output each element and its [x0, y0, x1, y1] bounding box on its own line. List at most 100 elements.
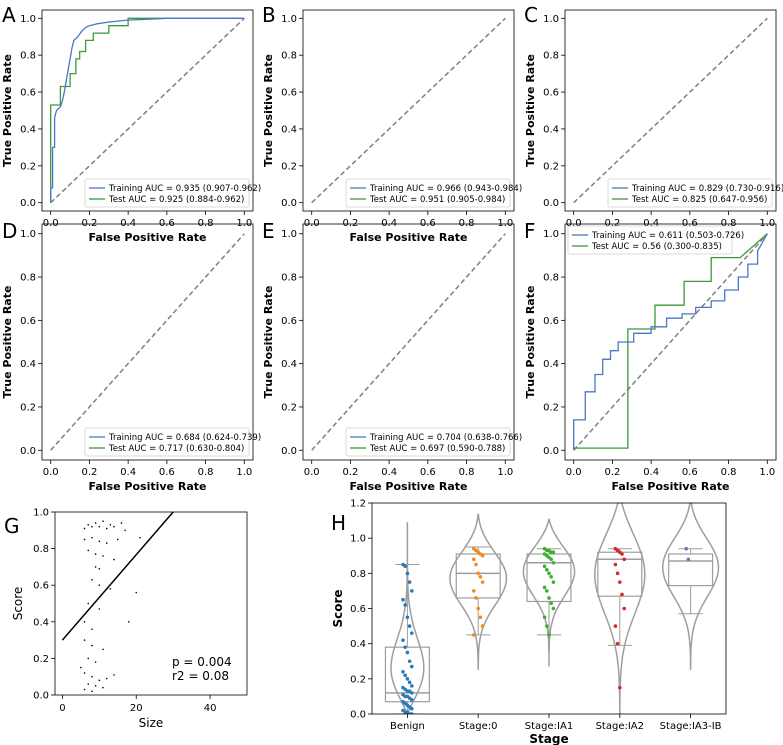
data-point — [474, 562, 478, 567]
y-tick-label: 0.8 — [543, 273, 559, 284]
y-tick-label: 0.0 — [350, 710, 366, 721]
legend-box — [84, 178, 250, 208]
data-point — [474, 596, 478, 600]
data-point — [618, 685, 622, 690]
scatter-point — [83, 688, 86, 691]
data-point — [401, 670, 405, 674]
box-1 — [455, 553, 501, 599]
legend-training-label: Training AUC = 0.966 (0.943-0.984) — [369, 184, 522, 194]
data-point — [542, 564, 547, 569]
scatter-point — [102, 555, 104, 557]
violin-2 — [522, 518, 576, 667]
category-label: Stage:IA3-IB — [660, 721, 722, 732]
data-point — [480, 624, 485, 628]
x-tick-label: 0.6 — [682, 467, 698, 478]
y-axis-label: True Positive Rate — [262, 54, 275, 167]
scatter-point — [102, 520, 104, 522]
roc-panel-e: 0.0 0.2 0.4 0.6 0.8 1.0 0.0 0.2 0.4 0.6 0.8 1.0 Fals… — [262, 219, 522, 493]
y-tick-label: 1.0 — [281, 229, 297, 240]
panel-letter: H — [331, 511, 346, 535]
data-point — [549, 557, 553, 562]
legend-training-label: Training AUC = 0.611 (0.503-0.726) — [591, 231, 744, 241]
y-tick-label: 0.6 — [33, 581, 49, 592]
data-point — [551, 606, 556, 611]
legend: Training AUC = 0.829 (0.730-0.916)Test A… — [607, 178, 783, 208]
data-point — [549, 575, 553, 579]
legend-test-label: Test AUC = 0.925 (0.884-0.962) — [108, 195, 244, 205]
y-tick-label: 1.0 — [350, 534, 366, 545]
x-axis-label: False Positive Rate — [89, 480, 207, 493]
panel-letter: G — [4, 514, 20, 538]
legend-test-label: Test AUC = 0.825 (0.647-0.956) — [631, 195, 767, 205]
legend-box — [345, 427, 511, 457]
x-tick-label: 0.4 — [120, 467, 136, 478]
legend: Training AUC = 0.966 (0.943-0.984)Test A… — [345, 178, 522, 208]
x-tick-label: 1.0 — [759, 467, 775, 478]
y-tick-label: 0.4 — [20, 124, 36, 135]
data-point — [622, 606, 626, 611]
x-tick-label: 0.2 — [81, 467, 97, 478]
data-point — [476, 606, 481, 611]
scatter-point — [94, 566, 97, 568]
x-axis-label: False Positive Rate — [350, 231, 468, 244]
x-tick-label: 0.4 — [643, 467, 659, 478]
scatter-point — [91, 628, 93, 630]
y-tick-label: 0.6 — [20, 88, 36, 99]
y-tick-label: 0.4 — [33, 617, 49, 628]
y-tick-label: 1.0 — [543, 229, 559, 240]
panel-letter: C — [524, 3, 538, 27]
legend-training-label: Training AUC = 0.684 (0.624-0.739) — [108, 433, 261, 443]
chance-line — [50, 17, 245, 204]
x-tick-label: 0.6 — [159, 467, 175, 478]
y-tick-label: 0.0 — [543, 446, 559, 457]
plot-area — [384, 503, 720, 714]
scatter-point — [139, 536, 141, 539]
y-tick-label: 1.0 — [20, 14, 36, 25]
legend: Training AUC = 0.704 (0.638-0.766)Test A… — [345, 427, 522, 457]
x-axis-label: False Positive Rate — [89, 231, 207, 244]
data-point — [407, 659, 412, 664]
data-point — [405, 677, 410, 681]
violin-panel-h: 0.0 0.2 0.4 0.6 0.8 1.0 1.2 Benign Stage:0 Stage:… — [331, 499, 727, 745]
scatter-point — [116, 538, 119, 541]
panel-letter: B — [262, 3, 276, 27]
y-tick-label: 0.2 — [20, 402, 36, 413]
scatter-point — [91, 536, 93, 539]
x-tick-label: 0.2 — [342, 218, 358, 229]
chance-line — [311, 17, 506, 204]
y-tick-label: 0.4 — [543, 124, 559, 135]
x-tick-label: 0.8 — [721, 218, 737, 229]
data-point — [405, 615, 410, 620]
violin-1 — [449, 513, 508, 670]
y-tick-label: 0.0 — [20, 198, 36, 209]
y-tick-label: 0.2 — [543, 161, 559, 172]
data-point — [401, 638, 405, 642]
scatter-point — [83, 639, 86, 641]
data-point — [551, 550, 556, 555]
data-point — [542, 615, 547, 620]
y-tick-label: 0.8 — [543, 51, 559, 62]
scatter-point — [91, 675, 93, 678]
data-point — [620, 592, 624, 597]
box-4 — [668, 553, 714, 587]
legend-box — [607, 178, 773, 208]
y-tick-label: 1.0 — [33, 508, 49, 519]
data-point — [405, 571, 410, 576]
y-tick-label: 0.8 — [281, 273, 297, 284]
axes-frame — [564, 9, 777, 212]
y-tick-label: 0.6 — [281, 316, 297, 327]
violin-0 — [390, 522, 425, 714]
data-point — [410, 698, 414, 702]
data-point — [403, 673, 408, 678]
scatter-point — [91, 525, 93, 528]
y-tick-label: 0.8 — [281, 51, 297, 62]
legend-box — [345, 178, 511, 208]
data-point — [686, 557, 691, 562]
x-tick-label: 40 — [204, 703, 217, 714]
scatter-point — [124, 529, 126, 532]
panel-letter: E — [262, 219, 275, 243]
legend-test-label: Test AUC = 0.697 (0.590-0.788) — [369, 444, 505, 454]
roc-panel-c: 0.00.20.40.60.81.00.00.20.40.60.81.0Fals… — [524, 3, 783, 244]
data-point — [410, 664, 414, 669]
legend-box — [567, 225, 733, 255]
